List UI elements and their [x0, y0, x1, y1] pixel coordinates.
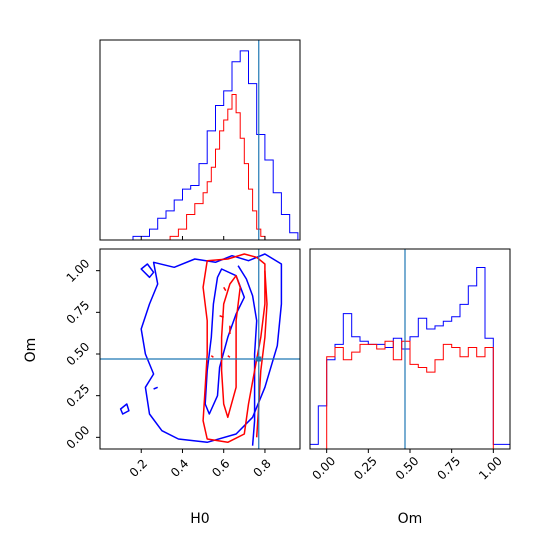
om-histogram-series-1 [326, 340, 494, 449]
contour-x-tick-label: 0.6 [209, 456, 232, 479]
h0-histogram-panel [99, 39, 301, 241]
contour-y-tick-label: 1.00 [64, 256, 93, 285]
contour-level-1 [204, 268, 246, 415]
contour-level-3 [140, 263, 155, 279]
contour-level-11 [227, 355, 231, 358]
contour-level-0 [140, 253, 283, 444]
contour-level-4 [119, 403, 130, 415]
om-histogram-panel: 0.00 0.25 0.50 0.75 1.00 [309, 248, 511, 483]
contour-y-tick-label: 0.00 [64, 423, 93, 452]
h0-histogram-series-1 [169, 94, 274, 241]
contour-level-7 [220, 274, 241, 419]
x-axis-label-h0: H0 [190, 511, 209, 527]
contour-level-10 [210, 355, 214, 358]
contour-level-2 [237, 265, 258, 446]
om-histogram-x-tick-label: 0.25 [351, 454, 380, 483]
x-axis-label-om: Om [398, 511, 423, 527]
contour-level-6 [202, 253, 266, 444]
contour-lines [119, 253, 283, 446]
om-histogram-x-tick-label: 0.50 [393, 454, 422, 483]
contour-level-12 [223, 286, 227, 292]
contour-y-tick-label: 0.75 [64, 298, 93, 327]
om-histogram-x-tick-label: 0.75 [434, 454, 463, 483]
contour-y-tick-label: 0.50 [64, 340, 93, 369]
contour-level-9 [219, 315, 224, 318]
om-histogram-x-tick-label: 1.00 [476, 454, 505, 483]
contour-x-tick-label: 0.2 [127, 456, 150, 479]
contour-axis-frame [99, 248, 301, 450]
contour-x-tick-label: 0.8 [250, 456, 273, 479]
contour-x-tick-label: 0.4 [168, 456, 191, 479]
truth-marker [256, 356, 262, 362]
h0-histogram-series-0 [132, 50, 299, 240]
contour-level-5 [153, 386, 158, 390]
h0-axis-frame [99, 39, 301, 241]
contour-y-tick-label: 0.25 [64, 381, 93, 410]
y-axis-label-om: Om [23, 338, 39, 363]
h0-om-contour-panel: 0.2 0.4 0.6 0.8 0.00 0.25 0.50 0.75 1.00 [64, 248, 301, 480]
om-histogram-x-tick-label: 0.00 [309, 454, 338, 483]
